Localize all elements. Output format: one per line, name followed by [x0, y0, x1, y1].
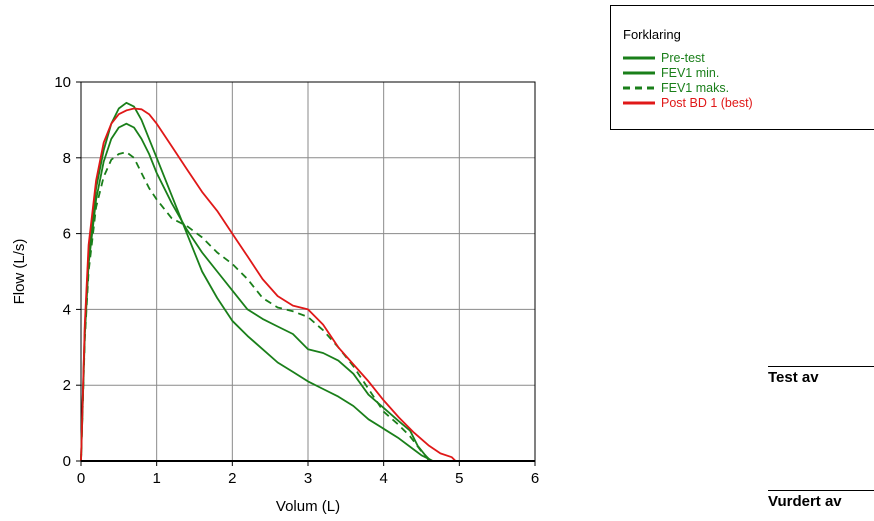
series-layer: [80, 101, 457, 462]
chart-grid: [81, 82, 535, 461]
y-tick-label: 10: [54, 74, 71, 91]
legend-label: FEV1 maks.: [661, 81, 730, 95]
series-line-post-bd-1-best: [80, 107, 457, 462]
test-by-line: [768, 366, 874, 367]
legend-item-post-bd: Post BD 1 (best): [621, 96, 871, 110]
y-tick-label: 4: [63, 301, 71, 318]
reviewed-by-label: Vurdert av: [768, 493, 842, 510]
legend-swatch-fev1-min: [623, 71, 655, 75]
x-tick-label: 5: [455, 470, 463, 487]
legend-item-pre-test: Pre-test: [621, 51, 871, 65]
legend-label: Post BD 1 (best): [661, 96, 753, 110]
series-line-fev1-min: [80, 122, 430, 462]
legend-swatch-pre-test: [623, 56, 655, 60]
legend: Forklaring Pre-test FEV1 min. FEV1 maks.…: [610, 5, 874, 130]
legend-swatch-fev1-maks: [623, 86, 655, 90]
y-tick-label: 6: [63, 226, 71, 243]
test-by-label: Test av: [768, 369, 819, 386]
reviewed-by-line: [768, 490, 874, 491]
series-line-fev1-maks: [80, 151, 434, 462]
x-tick-label: 6: [531, 470, 539, 487]
y-tick-label: 0: [63, 453, 71, 470]
x-tick-label: 3: [304, 470, 312, 487]
x-axis-label: Volum (L): [276, 498, 340, 515]
x-tick-label: 2: [228, 470, 236, 487]
legend-label: FEV1 min.: [661, 66, 720, 80]
flow-volume-chart: 0 1 2 3 4 5 6 0 2 4 6 8 10 Volum (L) Flow (L/s): [11, 74, 539, 515]
legend-swatch-post-bd: [623, 101, 655, 105]
y-axis-label: Flow (L/s): [11, 239, 28, 305]
y-tick-label: 2: [63, 377, 71, 394]
x-tick-label: 4: [379, 470, 387, 487]
legend-item-fev1-min: FEV1 min.: [621, 66, 871, 80]
legend-label: Pre-test: [661, 51, 705, 65]
chart-axes: 0 1 2 3 4 5 6 0 2 4 6 8 10: [54, 74, 539, 487]
y-tick-label: 8: [63, 150, 71, 167]
x-tick-label: 0: [77, 470, 85, 487]
legend-item-fev1-maks: FEV1 maks.: [621, 81, 871, 95]
legend-title: Forklaring: [623, 27, 681, 42]
x-tick-label: 1: [152, 470, 160, 487]
